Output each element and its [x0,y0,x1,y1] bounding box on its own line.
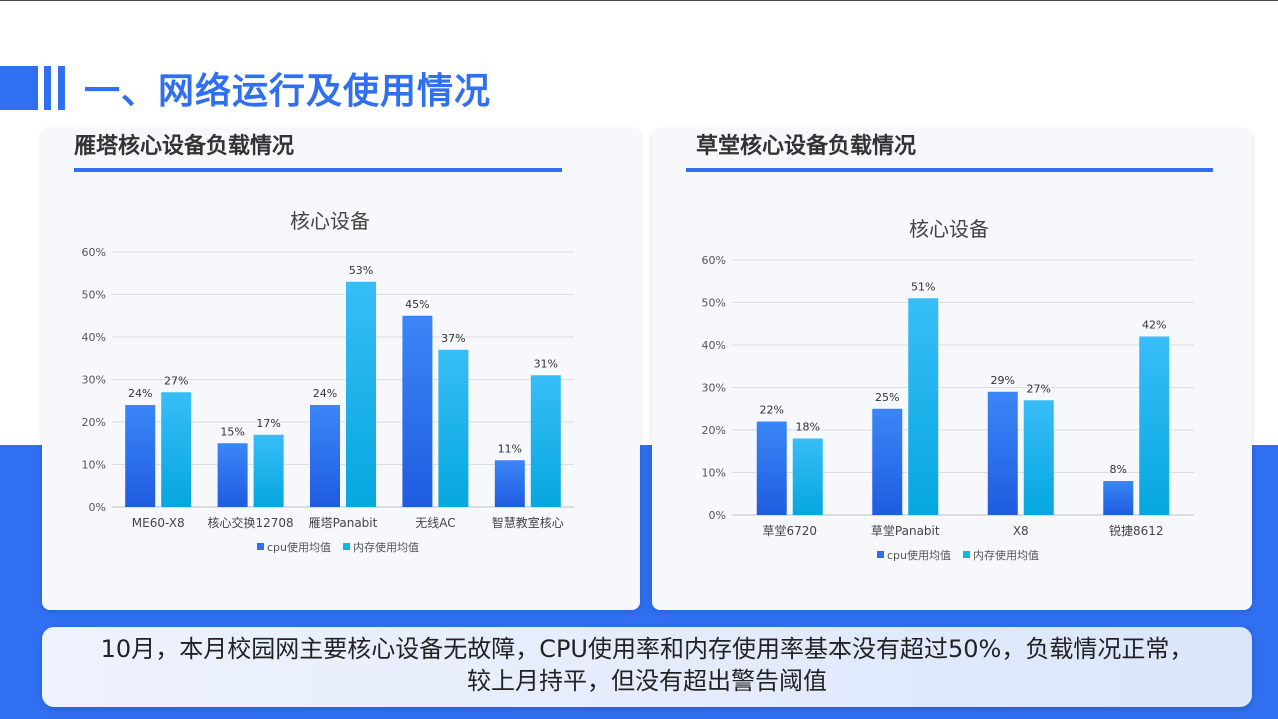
summary-text: 10月，本月校园网主要核心设备无故障，CPU使用率和内存使用率基本没有超过50%… [42,633,1252,697]
yanta-y-tick-label: 20% [82,416,106,429]
caotang-cpu-bar-label: 29% [991,374,1015,387]
yanta-cpu-bar-label: 15% [220,425,244,438]
yanta-mem-bar [161,392,192,507]
caotang-cpu-bar [1103,481,1134,515]
yanta-y-tick-label: 0% [89,501,106,514]
caotang-mem-bar [792,438,823,515]
yanta-cpu-bar-label: 45% [405,298,429,311]
yanta-legend-swatch [257,543,264,550]
title-decoration-bars [0,66,70,110]
yanta-mem-bar [253,434,284,507]
yanta-title-underline [74,168,562,172]
caotang-y-tick-label: 20% [702,424,726,437]
yanta-x-tick-label: 无线AC [415,516,455,530]
yanta-mem-bar-label: 37% [441,332,465,345]
caotang-legend-swatch [877,551,884,558]
caotang-mem-bar-label: 42% [1142,319,1166,332]
yanta-x-tick-label: 雁塔Panabit [309,516,378,530]
caotang-cpu-bar-label: 25% [875,391,899,404]
caotang-x-tick-label: 草堂Panabit [871,524,940,538]
summary-line-1: 10月，本月校园网主要核心设备无故障，CPU使用率和内存使用率基本没有超过50%… [100,635,1194,663]
yanta-y-tick-label: 10% [82,459,106,472]
yanta-mem-bar-label: 17% [256,417,280,430]
yanta-legend-label: 内存使用均值 [353,540,419,554]
caotang-cpu-bar [872,408,903,515]
summary-box: 10月，本月校园网主要核心设备无故障，CPU使用率和内存使用率基本没有超过50%… [42,627,1252,707]
yanta-cpu-bar-label: 24% [313,387,337,400]
caotang-mem-bar-label: 18% [796,421,820,434]
caotang-mem-bar [1139,336,1170,515]
yanta-mem-bar [346,281,376,507]
summary-line-2: 较上月持平，但没有超出警告阈值 [467,667,827,695]
caotang-mem-bar-label: 51% [911,280,935,293]
caotang-panel-title: 草堂核心设备负载情况 [696,134,917,159]
yanta-cpu-bar [310,405,340,507]
yanta-cpu-bar [402,315,433,507]
caotang-legend-label: cpu使用均值 [887,549,951,562]
yanta-mem-bar-label: 27% [164,374,188,387]
caotang-y-tick-label: 0% [709,509,726,522]
caotang-legend-swatch [963,551,970,558]
caotang-cpu-bar [756,421,787,515]
caotang-y-tick-label: 30% [702,382,726,395]
caotang-y-tick-label: 10% [702,467,726,480]
yanta-y-tick-label: 60% [82,246,106,259]
caotang-mem-bar-label: 27% [1027,382,1051,395]
yanta-x-tick-label: ME60-X8 [132,516,185,530]
yanta-mem-bar [530,375,561,507]
caotang-y-tick-label: 50% [702,297,726,310]
caotang-title-underline [686,168,1213,172]
yanta-chart-title: 核心设备 [290,209,370,233]
caotang-legend-label: 内存使用均值 [973,548,1039,562]
top-border-line [0,0,1278,1]
yanta-mem-bar-label: 31% [534,357,558,370]
yanta-x-tick-label: 核心交换12708 [208,515,294,530]
caotang-cpu-bar-label: 22% [760,404,784,417]
caotang-x-tick-label: 锐捷8612 [1109,524,1164,538]
caotang-y-tick-label: 40% [702,339,726,352]
yanta-legend-swatch [343,543,350,550]
caotang-x-tick-label: 草堂6720 [762,524,817,538]
yanta-panel [42,128,640,610]
yanta-mem-bar-label: 53% [349,264,373,277]
yanta-legend-label: cpu使用均值 [267,541,331,554]
yanta-y-tick-label: 40% [82,331,106,344]
caotang-y-tick-label: 60% [702,254,726,267]
caotang-cpu-bar [987,391,1018,515]
yanta-x-tick-label: 智慧教室核心 [492,515,564,530]
yanta-y-tick-label: 30% [82,374,106,387]
page-title: 一、网络运行及使用情况 [84,71,492,112]
yanta-cpu-bar-label: 24% [128,387,152,400]
yanta-cpu-bar [125,405,156,507]
yanta-mem-bar [438,349,469,507]
yanta-y-tick-label: 50% [82,289,106,302]
caotang-chart-title: 核心设备 [909,217,989,241]
caotang-cpu-bar-label: 8% [1110,463,1127,476]
caotang-mem-bar [908,298,939,515]
yanta-cpu-bar-label: 11% [498,442,522,455]
yanta-panel-title: 雁塔核心设备负载情况 [74,134,295,159]
yanta-cpu-bar [217,443,248,507]
caotang-x-tick-label: X8 [1013,524,1029,538]
caotang-mem-bar [1023,400,1054,515]
yanta-cpu-bar [494,460,525,507]
